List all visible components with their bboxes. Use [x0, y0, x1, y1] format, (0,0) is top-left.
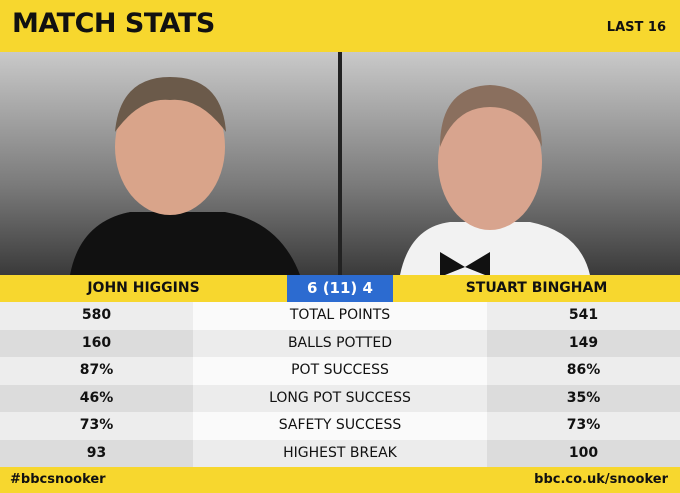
stat-left: 93	[0, 439, 193, 467]
round: LAST 16	[606, 20, 666, 35]
score: 6 (11) 4	[287, 275, 393, 302]
stat-row: 580 TOTAL POINTS 541	[0, 302, 680, 330]
head	[438, 94, 542, 230]
stat-row: 46% LONG POT SUCCESS 35%	[0, 384, 680, 412]
title: MATCH STATS	[12, 8, 215, 39]
stat-row: 87% POT SUCCESS 86%	[0, 357, 680, 385]
stat-label: LONG POT SUCCESS	[193, 384, 487, 412]
stat-right: 35%	[487, 384, 680, 412]
stat-right: 86%	[487, 357, 680, 385]
stat-row: 73% SAFETY SUCCESS 73%	[0, 412, 680, 440]
stat-label: BALLS POTTED	[193, 329, 487, 357]
player-photos	[0, 52, 680, 275]
stat-right: 149	[487, 329, 680, 357]
stats-table: 580 TOTAL POINTS 541 160 BALLS POTTED 149 87% P…	[0, 302, 680, 467]
head	[115, 79, 225, 215]
stat-label: TOTAL POINTS	[193, 302, 487, 330]
stat-row: 93 HIGHEST BREAK 100	[0, 439, 680, 467]
stat-label: SAFETY SUCCESS	[193, 412, 487, 440]
stat-left: 580	[0, 302, 193, 330]
hashtag: #bbcsnooker	[10, 472, 106, 487]
stat-label: HIGHEST BREAK	[193, 439, 487, 467]
hair	[115, 77, 226, 132]
stat-label: POT SUCCESS	[193, 357, 487, 385]
url: bbc.co.uk/snooker	[534, 472, 668, 487]
stat-right: 541	[487, 302, 680, 330]
stat-right: 73%	[487, 412, 680, 440]
stat-right: 100	[487, 439, 680, 467]
player-name: JOHN HIGGINS	[87, 280, 200, 296]
divider	[338, 52, 342, 275]
player-name: STUART BINGHAM	[465, 280, 608, 296]
body	[70, 212, 300, 275]
hair	[440, 85, 542, 147]
stat-row: 160 BALLS POTTED 149	[0, 329, 680, 357]
bowtie	[440, 252, 490, 275]
stat-left: 160	[0, 329, 193, 357]
stat-left: 46%	[0, 384, 193, 412]
stat-left: 87%	[0, 357, 193, 385]
stat-left: 73%	[0, 412, 193, 440]
